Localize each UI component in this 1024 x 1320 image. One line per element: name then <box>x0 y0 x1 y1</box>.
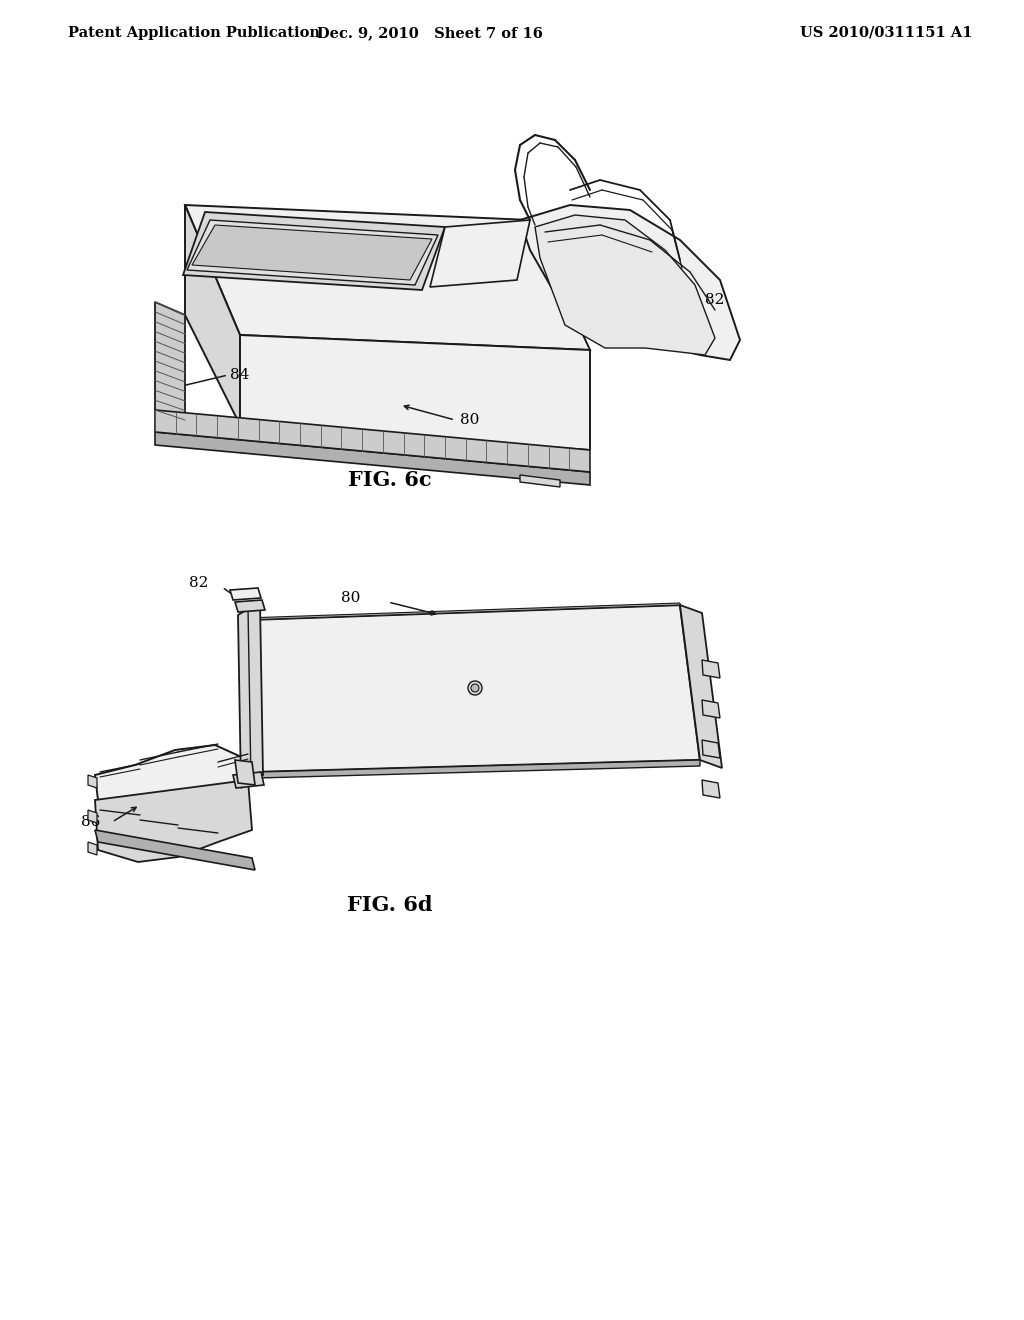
Text: FIG. 6d: FIG. 6d <box>347 895 433 915</box>
Text: FIG. 6c: FIG. 6c <box>348 470 432 490</box>
Polygon shape <box>520 205 740 360</box>
Polygon shape <box>187 220 438 285</box>
Polygon shape <box>183 213 445 290</box>
Polygon shape <box>88 842 97 855</box>
Polygon shape <box>430 220 530 286</box>
Polygon shape <box>233 772 264 788</box>
Polygon shape <box>238 602 263 788</box>
Polygon shape <box>88 810 97 822</box>
Polygon shape <box>702 700 720 718</box>
Text: Dec. 9, 2010   Sheet 7 of 16: Dec. 9, 2010 Sheet 7 of 16 <box>317 26 543 40</box>
Circle shape <box>471 684 479 692</box>
Polygon shape <box>245 603 680 620</box>
Polygon shape <box>95 744 252 813</box>
Polygon shape <box>230 587 261 601</box>
Text: 80: 80 <box>460 413 479 426</box>
Polygon shape <box>245 605 700 772</box>
Polygon shape <box>193 224 432 280</box>
Polygon shape <box>155 411 590 473</box>
Circle shape <box>468 681 482 696</box>
Polygon shape <box>95 780 252 862</box>
Polygon shape <box>185 205 590 350</box>
Polygon shape <box>155 302 185 420</box>
Polygon shape <box>702 741 720 758</box>
Text: 80: 80 <box>341 591 360 605</box>
Text: 82: 82 <box>705 293 724 308</box>
Polygon shape <box>680 605 722 768</box>
Polygon shape <box>234 601 265 612</box>
Text: 82: 82 <box>188 576 208 590</box>
Polygon shape <box>95 830 255 870</box>
Text: 84: 84 <box>230 368 250 381</box>
Polygon shape <box>234 760 255 785</box>
Polygon shape <box>520 475 560 487</box>
Polygon shape <box>702 780 720 799</box>
Polygon shape <box>155 432 590 484</box>
Polygon shape <box>702 660 720 678</box>
Polygon shape <box>240 335 590 450</box>
Polygon shape <box>535 215 715 355</box>
Text: US 2010/0311151 A1: US 2010/0311151 A1 <box>800 26 973 40</box>
Polygon shape <box>185 205 240 425</box>
Polygon shape <box>258 760 700 777</box>
Text: Patent Application Publication: Patent Application Publication <box>68 26 319 40</box>
Polygon shape <box>88 775 97 788</box>
Text: 86: 86 <box>81 814 100 829</box>
